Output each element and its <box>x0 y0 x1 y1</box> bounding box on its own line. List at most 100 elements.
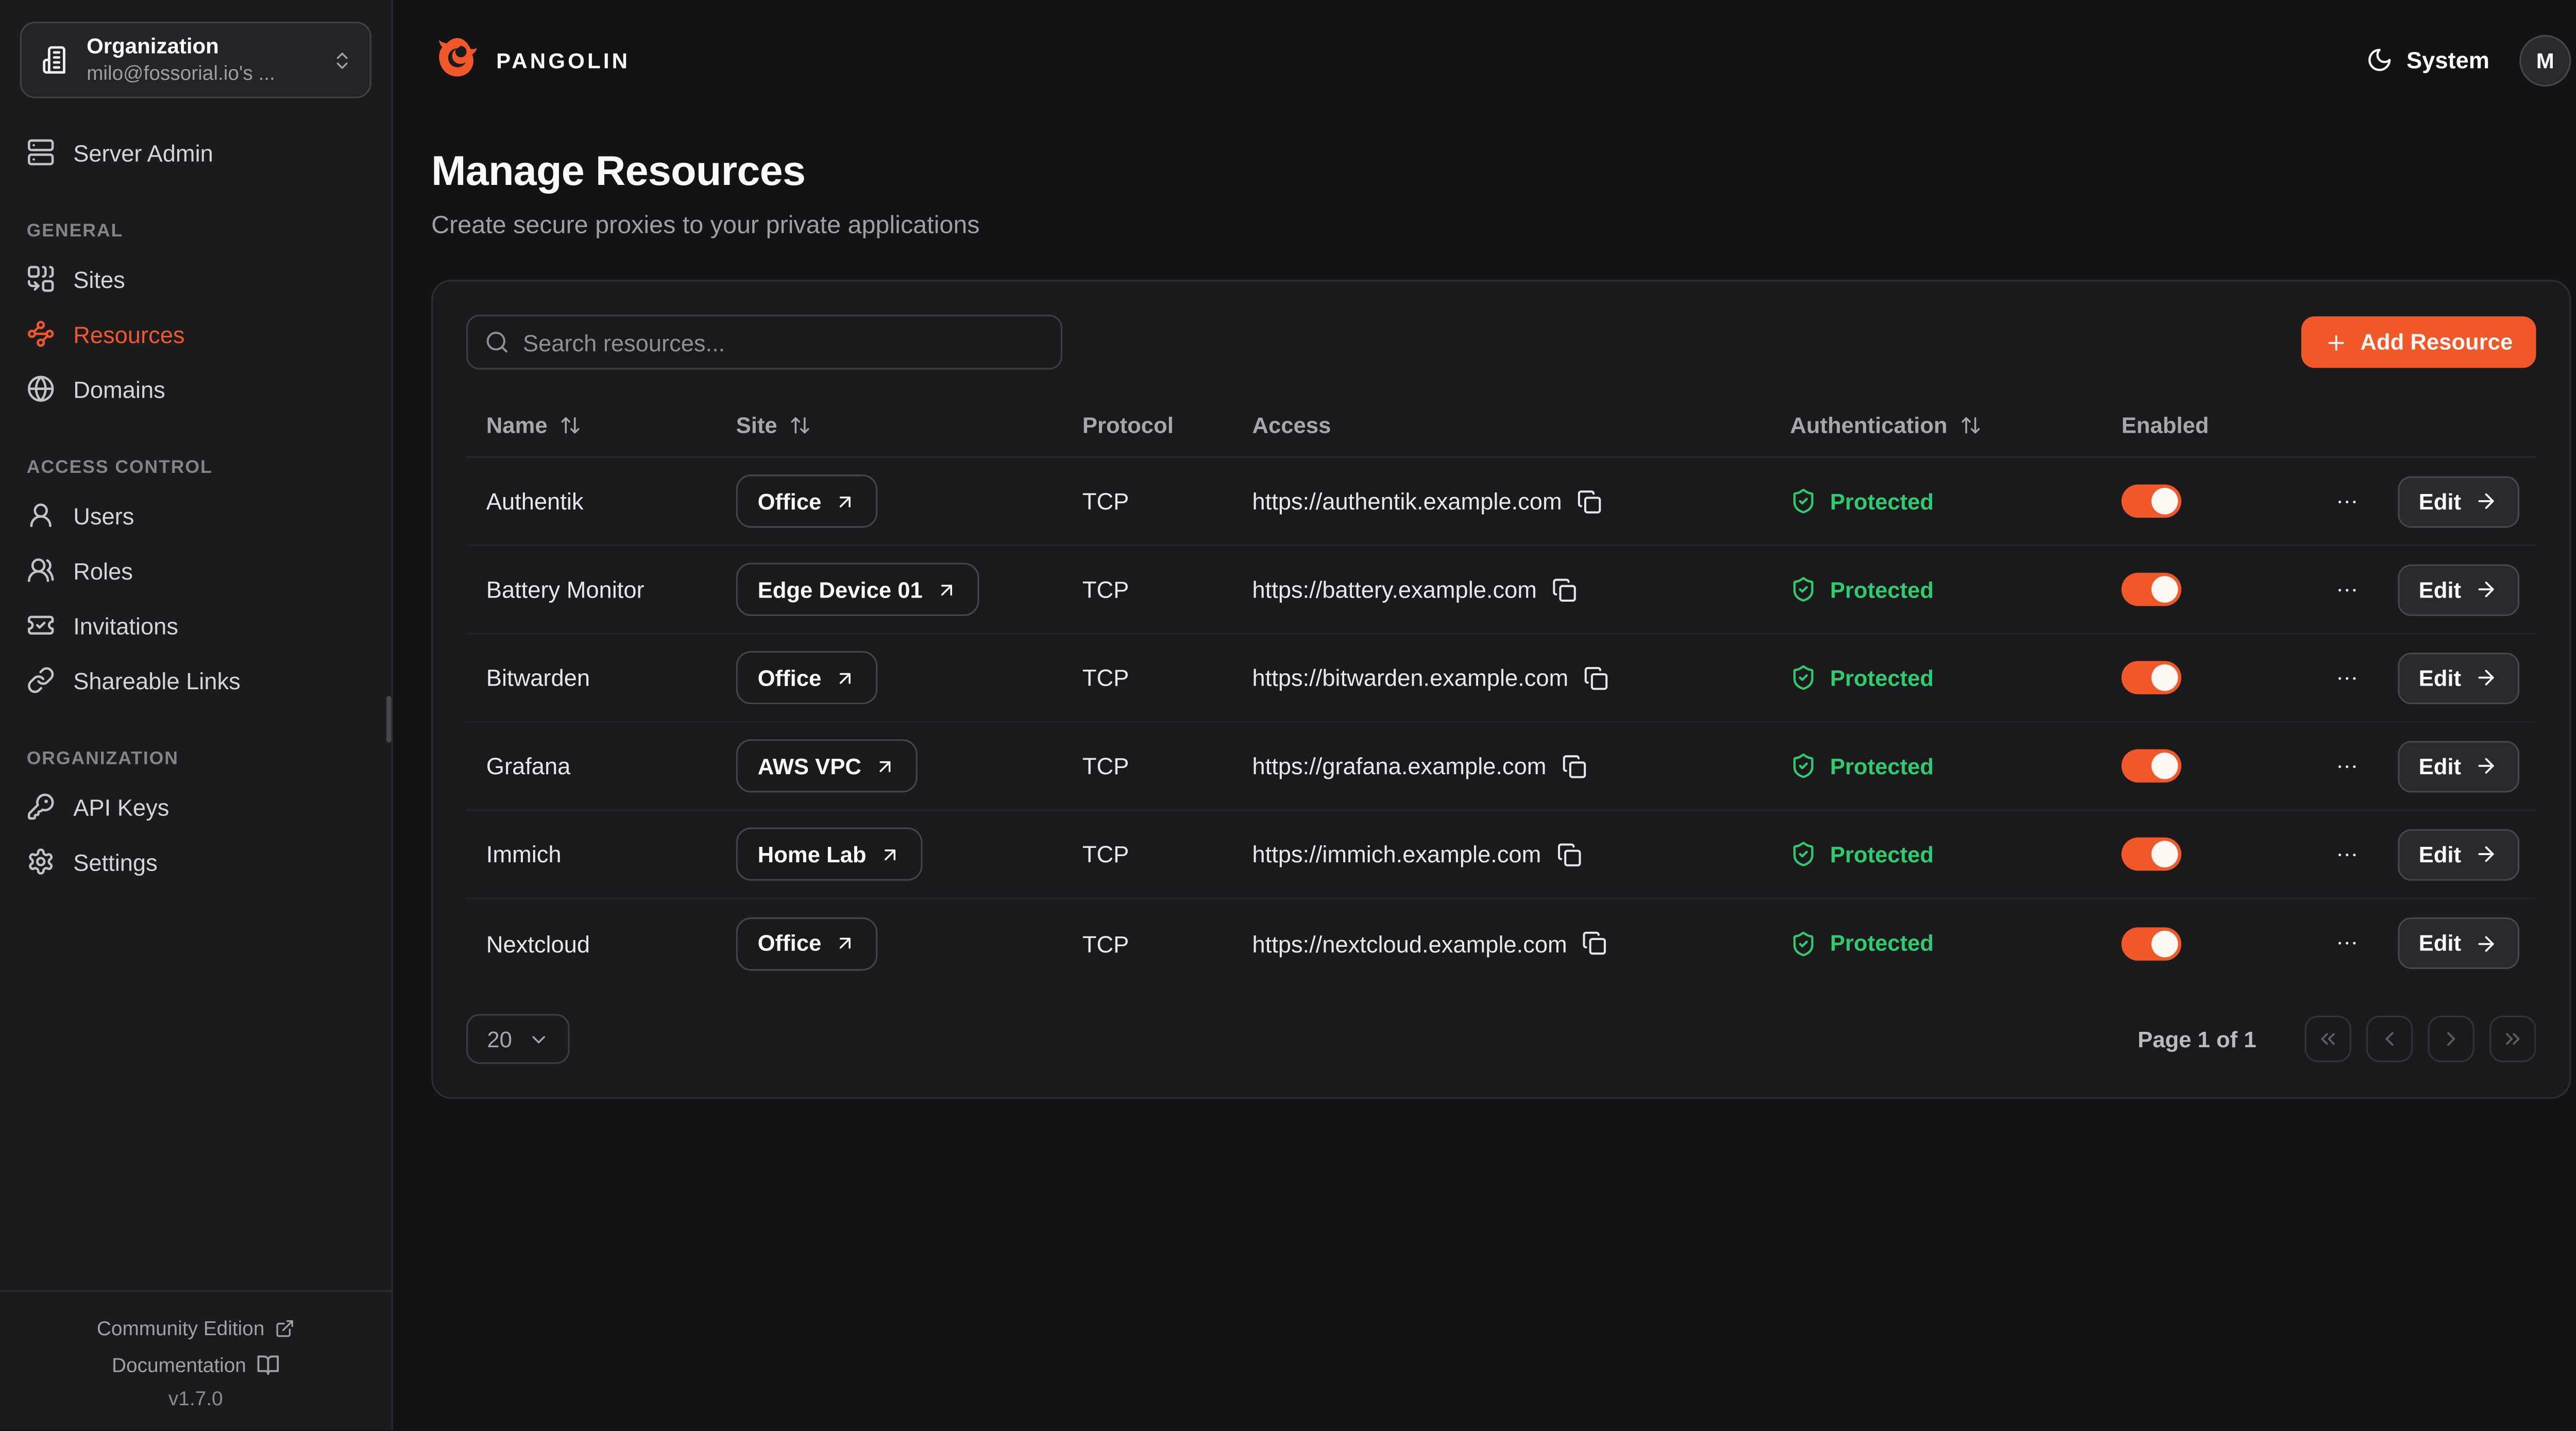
sidebar-item-invitations[interactable]: Invitations <box>27 598 365 653</box>
last-page-button[interactable] <box>2489 1015 2536 1063</box>
arrow-up-right-icon <box>835 932 856 954</box>
enabled-toggle[interactable] <box>2121 926 2182 960</box>
sidebar-item-settings[interactable]: Settings <box>27 834 365 889</box>
sidebar-item-label: Shareable Links <box>73 667 241 694</box>
copy-button[interactable] <box>1582 931 1607 956</box>
search-icon <box>485 330 510 354</box>
waypoints-icon <box>27 320 55 348</box>
page-size-value: 20 <box>487 1026 512 1052</box>
table-row: Authentik Office TCP https://authentik.e… <box>466 458 2536 547</box>
previous-page-button[interactable] <box>2366 1015 2413 1063</box>
row-menu-button[interactable] <box>2334 931 2359 956</box>
edit-button[interactable]: Edit <box>2397 828 2520 880</box>
first-page-button[interactable] <box>2304 1015 2351 1063</box>
copy-button[interactable] <box>1562 754 1586 778</box>
resource-name: Grafana <box>486 752 571 779</box>
org-selector[interactable]: Organization milo@fossorial.io's ... <box>20 22 371 98</box>
site-link[interactable]: Office <box>736 916 878 970</box>
toggle-knob <box>2151 664 2178 691</box>
pangolin-logo-icon <box>431 35 481 85</box>
sidebar-item-api-keys[interactable]: API Keys <box>27 779 365 834</box>
enabled-toggle[interactable] <box>2121 572 2182 606</box>
column-header-name[interactable]: Name <box>466 413 716 438</box>
copy-button[interactable] <box>1552 577 1577 602</box>
enabled-toggle[interactable] <box>2121 837 2182 871</box>
plus-icon <box>2326 331 2349 354</box>
table-row: Bitwarden Office TCP https://bitwarden.e… <box>466 634 2536 723</box>
row-menu-button[interactable] <box>2334 754 2359 778</box>
chevron-right-icon <box>2439 1027 2463 1050</box>
theme-label: System <box>2406 46 2489 74</box>
copy-button[interactable] <box>1577 489 1602 514</box>
ellipsis-icon <box>2334 842 2359 866</box>
resource-protocol: TCP <box>1082 664 1129 691</box>
server-icon <box>27 138 55 166</box>
site-link[interactable]: AWS VPC <box>736 739 918 793</box>
edit-button[interactable]: Edit <box>2397 564 2520 616</box>
site-link[interactable]: Home Lab <box>736 827 923 881</box>
sidebar-item-resources[interactable]: Resources <box>27 306 365 362</box>
sidebar-item-server-admin[interactable]: Server Admin <box>27 125 365 180</box>
edit-button[interactable]: Edit <box>2397 475 2520 527</box>
combine-icon <box>27 265 55 293</box>
next-page-button[interactable] <box>2428 1015 2475 1063</box>
copy-button[interactable] <box>1583 665 1608 690</box>
page-title: Manage Resources <box>431 148 806 195</box>
resource-url: https://bitwarden.example.com <box>1252 664 1569 691</box>
community-edition-link[interactable]: Community Edition <box>0 1310 392 1347</box>
row-menu-button[interactable] <box>2334 665 2359 690</box>
arrow-up-right-icon <box>875 755 896 777</box>
resources-table: Name Site Protocol Access Authenticati <box>466 395 2536 987</box>
chevrons-up-down-icon <box>331 49 353 71</box>
row-menu-button[interactable] <box>2334 489 2359 514</box>
theme-selector[interactable]: System <box>2366 46 2489 73</box>
shield-check-icon <box>1790 841 1817 867</box>
card-toolbar: Add Resource <box>466 314 2536 370</box>
sidebar-item-sites[interactable]: Sites <box>27 251 365 306</box>
column-label: Enabled <box>2121 413 2209 438</box>
sidebar-nav: Server Admin GENERAL Sites Resources Dom… <box>0 98 392 889</box>
search-input[interactable] <box>522 329 1044 356</box>
site-link[interactable]: Office <box>736 474 878 528</box>
sidebar-item-roles[interactable]: Roles <box>27 543 365 598</box>
shield-check-icon <box>1790 665 1817 691</box>
shield-check-icon <box>1790 576 1817 603</box>
sidebar-item-shareable-links[interactable]: Shareable Links <box>27 653 365 708</box>
sidebar-item-label: Invitations <box>73 611 178 639</box>
site-link[interactable]: Edge Device 01 <box>736 563 979 616</box>
sort-icon <box>1959 415 1981 436</box>
sidebar-item-domains[interactable]: Domains <box>27 361 365 416</box>
edit-button[interactable]: Edit <box>2397 917 2520 969</box>
edit-button[interactable]: Edit <box>2397 652 2520 704</box>
auth-badge: Protected <box>1770 665 2102 691</box>
brand: PANGOLIN <box>431 35 630 85</box>
row-menu-button[interactable] <box>2334 842 2359 866</box>
page-size-select[interactable]: 20 <box>466 1014 570 1064</box>
sidebar-scrollbar[interactable] <box>386 696 392 743</box>
enabled-toggle[interactable] <box>2121 661 2182 694</box>
row-menu-button[interactable] <box>2334 577 2359 602</box>
copy-button[interactable] <box>1556 842 1581 866</box>
enabled-toggle[interactable] <box>2121 484 2182 518</box>
edit-button[interactable]: Edit <box>2397 740 2520 792</box>
ellipsis-icon <box>2334 577 2359 602</box>
site-link[interactable]: Office <box>736 651 878 705</box>
add-resource-button[interactable]: Add Resource <box>2302 316 2536 368</box>
auth-badge: Protected <box>1770 488 2102 515</box>
org-selector-text: Organization milo@fossorial.io's ... <box>87 34 316 86</box>
auth-badge: Protected <box>1770 753 2102 779</box>
column-label: Access <box>1252 413 1331 438</box>
sidebar-item-label: Roles <box>73 557 133 584</box>
column-header-access: Access <box>1232 413 1770 438</box>
ellipsis-icon <box>2334 754 2359 778</box>
resource-protocol: TCP <box>1082 930 1129 957</box>
sidebar-item-users[interactable]: Users <box>27 488 365 543</box>
column-header-authentication[interactable]: Authentication <box>1770 413 2102 438</box>
arrow-up-right-icon <box>936 578 958 600</box>
avatar[interactable]: M <box>2519 34 2571 86</box>
column-header-site[interactable]: Site <box>716 413 1062 438</box>
enabled-toggle[interactable] <box>2121 749 2182 783</box>
documentation-link[interactable]: Documentation <box>0 1347 392 1384</box>
resource-protocol: TCP <box>1082 752 1129 779</box>
